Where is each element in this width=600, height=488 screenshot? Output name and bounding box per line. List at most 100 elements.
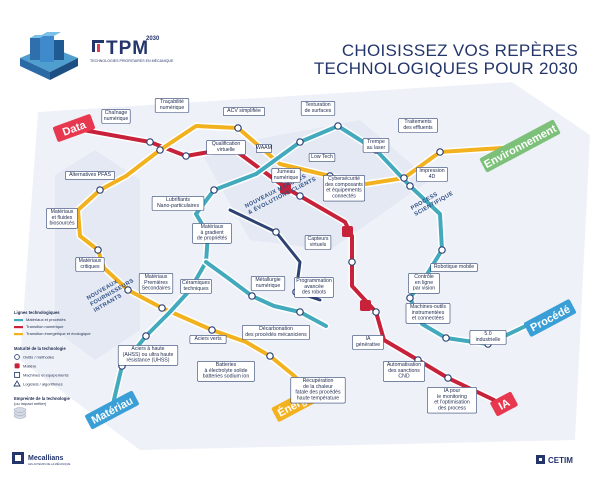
station-label-text: à électrolyte solide [205,368,248,374]
station-label-box [398,118,438,133]
svg-text:Transition numérique: Transition numérique [26,324,64,329]
station-label-text: CND [398,374,409,380]
station-label-text: Nano-particulaires [157,203,200,209]
svg-text:Matériaux et procédés: Matériaux et procédés [26,317,66,322]
interchange-blocks [280,183,371,311]
line-yellow-top [76,124,534,252]
station-label-box [469,330,507,345]
station-label-text: IA pour [444,388,461,394]
station-label-box [290,377,346,404]
station-label-box [304,235,332,250]
station-label-text: Traitements [404,119,432,125]
station-17: Robotique mobile [430,263,478,272]
svg-text:Transition énergétique et écol: Transition énergétique et écologique [26,331,91,336]
station-8: Low Tech [308,153,336,162]
station-label-text: au laser [367,145,386,151]
station-label-text: Qualification [212,141,241,147]
station-label-text: Secondaires [142,286,171,292]
station-label-text: Cybersécurité [328,176,360,182]
station-label-text: Matériaux [79,258,102,264]
station-label-text: Matériaux [201,224,224,230]
svg-text:Maturité de la technologie: Maturité de la technologie [14,346,66,351]
station-label-box [255,144,272,153]
station-label-text: de la chaleur [303,384,333,390]
station-label-text: à gradient [200,230,224,236]
station-label-text: Métallurgie [255,277,280,283]
station-label-text: industrielle [476,337,501,343]
svg-text:Machines et équipements: Machines et équipements [23,373,69,378]
station-label-box [151,196,205,211]
station-label-text: générative [356,342,380,348]
station-label-text: critiques [80,264,100,270]
footer-right-logo: CETIM [536,455,573,465]
station-label-text: haute température [297,395,340,401]
station-label-box [362,138,390,153]
station-label-box [416,167,448,182]
station-label-text: et connectées [412,316,445,322]
station-label-text: Décarbonation [259,326,293,332]
station-label-text: des composants [325,182,363,188]
line-teal-branch [204,260,328,328]
station-label-text: par vision [413,286,435,292]
station-label-text: connectés [332,193,356,199]
station-label-box [430,263,478,272]
station-label-text: des sanctions [388,368,420,374]
station-label-text: Trempe [367,139,385,145]
station-label-text: Matériaux [145,274,168,280]
station-label-text: des procédés mécaniciens [245,332,307,338]
station-label-text: avancée [304,284,324,290]
terminal-data: Data [53,114,95,142]
page-title-line2: TECHNOLOGIQUES POUR 2030 [314,59,578,78]
station-label-text: Alternatives PFAS [69,172,111,178]
station-label-box [300,101,336,116]
station-28: Aciers à haute(AHSS) ou ultra hauterésis… [117,345,179,366]
station-label-box [322,175,365,202]
tpm-logo: 2030 TPM TECHNOLOGIES PRIORITAIRES EN MÉ… [90,36,174,63]
station-label-box [242,325,311,340]
station-label-text: virtuels [310,242,327,248]
svg-text:Matière: Matière [23,364,37,369]
station-label-text: Batteries [216,362,237,368]
station-label-box [271,168,301,183]
station-label-text: batteries sodium ion [203,374,250,380]
station-label-text: résistance (UHSS) [127,358,170,364]
page-title-line1: CHOISISSEZ VOS REPÈRES [342,41,578,60]
station-label-text: Contrôle [414,274,434,280]
station-label-text: ACV simplifiée [227,108,261,114]
footer-left-logo: Mecallians LES ACTEURS DE LA MÉCANIQUE [12,452,71,466]
station-label-text: Lubrifiants [166,197,190,203]
station-label-text: numérique [256,283,281,289]
station-label-text: fatale des procédés [295,390,341,396]
station-label-text: numérique [160,105,185,111]
station-label-text: Récupération [303,378,334,384]
station-label-box [101,109,131,124]
station-label-text: Robotique mobile [434,264,474,270]
station-label-box [154,98,190,113]
station-label-text: numérique [274,175,299,181]
station-label-text: Programmation [296,278,332,284]
station-label-text: de surfaces [305,108,332,114]
station-label-text: Machines-outils [410,304,446,310]
station-label-text: Céramiques [182,280,210,286]
station-1: ACV simplifiée [223,107,266,117]
station-label-box [206,140,246,155]
station-label-box [408,273,440,294]
station-label-box [138,273,174,294]
station-label-text: et équipements [326,188,362,194]
station-label-box [46,208,78,229]
